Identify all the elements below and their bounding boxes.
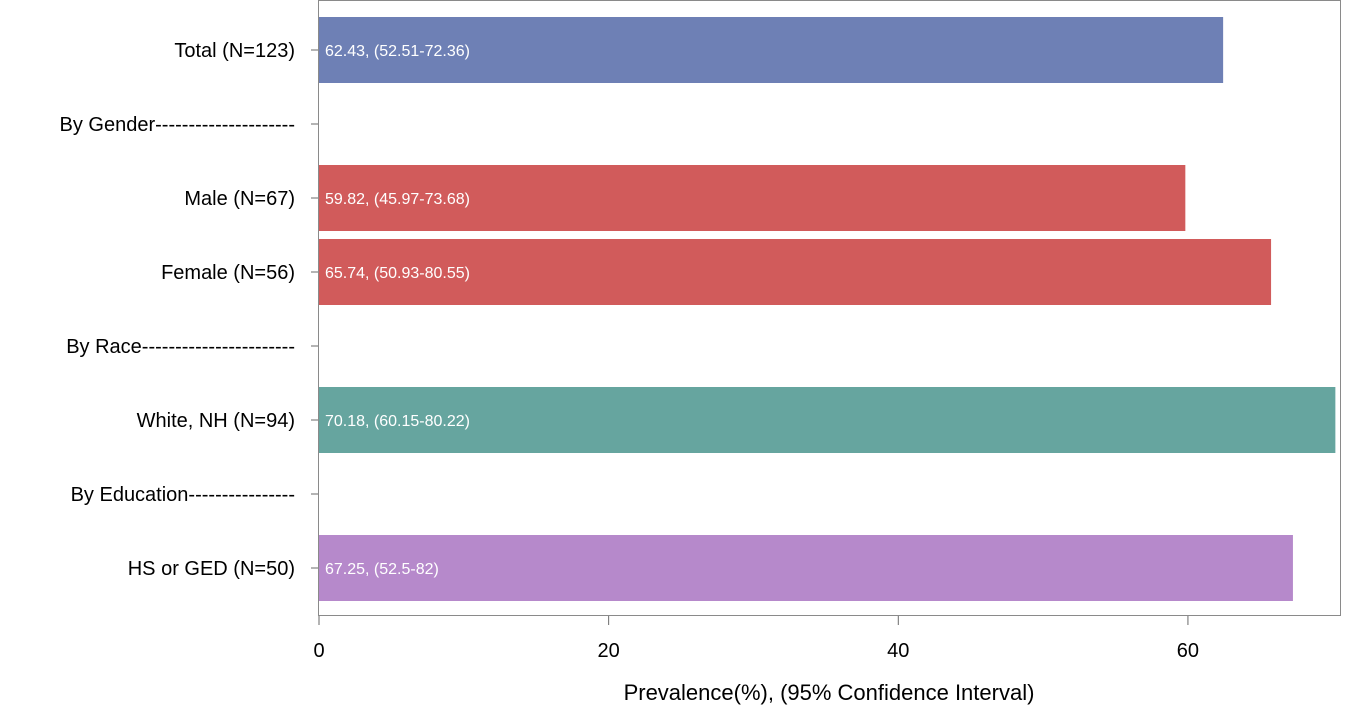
x-tick-label-40: 40 — [887, 640, 909, 662]
y-axis: Total (N=123) By Gender------------------… — [60, 40, 319, 580]
y-tick-label-by-gender: By Gender--------------------- — [60, 114, 295, 136]
y-tick-label-male-n-67: Male (N=67) — [184, 188, 295, 210]
bar-labels-group: 62.43, (52.51-72.36) 59.82, (45.97-73.68)… — [325, 43, 470, 578]
bar-label-female-n-56: 65.74, (50.93-80.55) — [325, 265, 470, 282]
y-tick-label-white-nh-n-94: White, NH (N=94) — [137, 410, 295, 432]
x-axis-title: Prevalence(%), (95% Confidence Interval) — [624, 680, 1035, 705]
bar-hs-or-ged-n-50 — [319, 535, 1293, 601]
x-tick-label-0: 0 — [313, 640, 324, 662]
y-tick-label-by-race: By Race----------------------- — [66, 336, 295, 358]
bar-male-n-67 — [319, 165, 1186, 231]
bar-white-nh-n-94 — [319, 387, 1336, 453]
plot-frame — [318, 0, 1341, 616]
y-tick-label-hs-or-ged-n-50: HS or GED (N=50) — [128, 558, 295, 580]
bar-label-male-n-67: 59.82, (45.97-73.68) — [325, 191, 470, 208]
y-tick-label-female-n-56: Female (N=56) — [161, 262, 295, 284]
bar-female-n-56 — [319, 239, 1272, 305]
x-tick-label-60: 60 — [1177, 640, 1199, 662]
bar-label-white-nh-n-94: 70.18, (60.15-80.22) — [325, 413, 470, 430]
y-tick-label-total-n-123: Total (N=123) — [174, 40, 295, 62]
x-tick-label-20: 20 — [598, 640, 620, 662]
bars-group — [319, 17, 1336, 601]
bar-total-n-123 — [319, 17, 1224, 83]
y-tick-label-by-education: By Education---------------- — [71, 484, 295, 506]
bar-label-hs-or-ged-n-50: 67.25, (52.5-82) — [325, 561, 439, 578]
bar-label-total-n-123: 62.43, (52.51-72.36) — [325, 43, 470, 60]
x-axis: 0 20 40 60 — [313, 616, 1199, 662]
